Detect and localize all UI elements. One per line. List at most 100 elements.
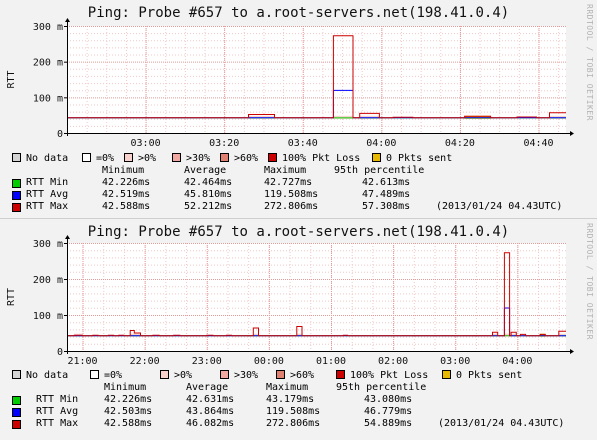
stats-max-cell: 272.806ms [266,418,321,429]
legend-item: >0% [124,153,156,164]
y-tick-label: 0 [57,129,63,140]
x-tick-label: 23:00 [192,356,222,367]
stats-min-cell: 42.503ms [104,406,153,417]
y-axis-arrow [65,18,70,22]
legend-item: No data [12,153,68,164]
stats-name-cell: RTT Min [36,394,79,405]
legend-label: >30% [186,153,211,164]
legend-label: 100% Pkt Loss [350,370,429,381]
x-tick-label: 04:00 [366,138,396,149]
stats-p95-cell: 54.889ms [364,418,413,429]
legend-swatch [336,370,345,379]
legend-item: >0% [160,370,192,381]
legend-item: 100% Pkt Loss [268,153,360,164]
graph-title: Ping: Probe #657 to a.root-servers.net(1… [87,224,510,240]
legend-label: >60% [234,153,259,164]
stats-avg-cell: 46.082ms [186,418,235,429]
legend-label: >60% [290,370,315,381]
legend-label: 0 Pkts sent [386,153,453,164]
legend-swatch [268,153,277,162]
x-tick-label: 03:00 [131,138,161,149]
stats-p95-cell: 43.080ms [364,394,413,405]
y-tick-label: 300 m [33,22,63,33]
graph-title: Ping: Probe #657 to a.root-servers.net(1… [87,5,510,21]
legend-swatch [12,370,21,379]
stats-header-cell: Average [186,382,229,393]
stats-min-cell: 42.226ms [102,177,151,188]
rrdtool-watermark: RRDTOOL / TOBI OETIKER [585,223,594,340]
legend-item: >60% [276,370,314,381]
x-tick-label: 01:00 [316,356,346,367]
y-tick-label: 100 m [33,311,63,322]
minor-grid [67,26,566,133]
series-swatch [12,191,21,200]
x-axis-arrow [570,131,574,136]
stats-note-cell: (2013/01/24 04.43UTC) [438,418,565,429]
legend-item: 100% Pkt Loss [336,370,428,381]
stats-header-cell: Minimum [104,382,147,393]
legend-swatch [442,370,451,379]
stats-avg-cell: 52.212ms [184,201,233,212]
stats-note-cell: (2013/01/24 04.43UTC) [436,201,563,212]
stats-min-cell: 42.588ms [104,418,153,429]
stats-p95-cell: 57.308ms [362,201,411,212]
series-swatch [12,179,21,188]
rrdtool-watermark: RRDTOOL / TOBI OETIKER [585,4,594,121]
legend-swatch [172,153,181,162]
legend-label: =0% [104,370,123,381]
x-tick-label: 03:20 [209,138,239,149]
stats-header-cell: Maximum [266,382,309,393]
legend-label: >0% [174,370,193,381]
stats-p95-cell: 47.489ms [362,189,411,200]
legend-label: No data [26,370,69,381]
legend-item: 0 Pkts sent [372,153,452,164]
stats-header-cell: 95th percentile [336,382,427,393]
stats-min-cell: 42.226ms [104,394,153,405]
legend-item: >60% [220,153,258,164]
ping-graph-panel-0: Ping: Probe #657 to a.root-servers.net(1… [0,0,597,218]
stats-min-cell: 42.588ms [102,201,151,212]
legend-label: >30% [234,370,259,381]
stats-max-cell: 119.508ms [266,406,321,417]
minor-grid [67,243,566,351]
stats-max-cell: 119.508ms [264,189,319,200]
legend-swatch [82,153,91,162]
legend-swatch [276,370,285,379]
series-swatch [12,396,21,405]
stats-header-cell: 95th percentile [334,165,425,176]
x-tick-label: 04:00 [502,356,532,367]
x-tick-label: 00:00 [254,356,284,367]
legend-swatch [124,153,133,162]
panel-divider [0,218,597,219]
x-tick-label: 04:20 [445,138,475,149]
y-tick-label: 300 m [33,239,63,250]
stats-avg-cell: 42.631ms [186,394,235,405]
loss-marker [333,115,354,119]
stats-max-cell: 272.806ms [264,201,319,212]
y-tick-label: 200 m [33,58,63,69]
series-swatch [12,203,21,212]
y-axis-label: RTT [6,70,17,88]
legend-label: =0% [96,153,115,164]
x-tick-label: 03:40 [288,138,318,149]
y-tick-label: 0 [57,347,63,358]
legend-swatch [12,153,21,162]
stats-avg-cell: 43.864ms [186,406,235,417]
x-tick-label: 03:00 [440,356,470,367]
legend-item: >30% [172,153,210,164]
x-axis-arrow [570,349,574,354]
series-swatch [12,408,21,417]
legend-swatch [160,370,169,379]
y-axis-label: RTT [6,288,17,306]
legend-label: No data [26,153,69,164]
y-axis-arrow [65,235,70,239]
legend-item: =0% [82,153,114,164]
x-tick-label: 21:00 [67,356,97,367]
legend-swatch [372,153,381,162]
x-tick-label: 22:00 [130,356,160,367]
series-line-rtt-max [67,35,566,119]
legend-swatch [220,370,229,379]
stats-name-cell: RTT Min [26,177,69,188]
x-tick-label: 04:40 [523,138,553,149]
legend-item: =0% [90,370,122,381]
